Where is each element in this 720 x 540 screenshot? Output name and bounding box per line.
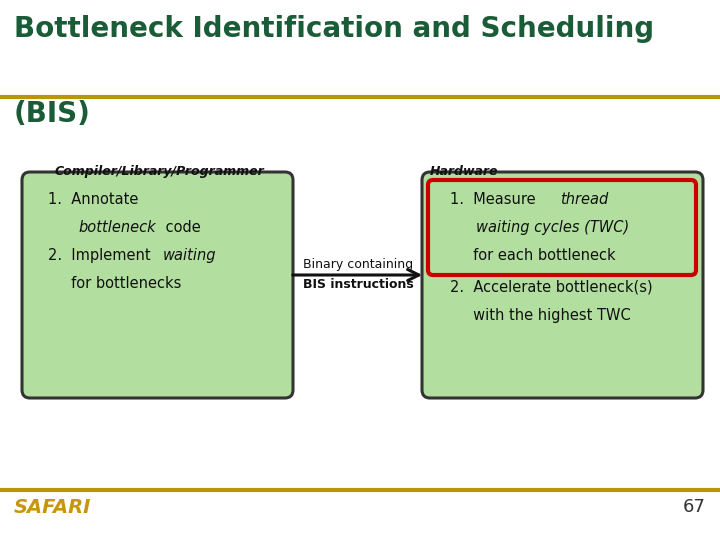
Text: 67: 67	[683, 498, 706, 516]
Text: 2.  Accelerate bottleneck(s): 2. Accelerate bottleneck(s)	[450, 280, 652, 295]
Text: waiting cycles (TWC): waiting cycles (TWC)	[476, 220, 629, 235]
Text: (BIS): (BIS)	[14, 100, 91, 128]
Text: Compiler/Library/Programmer: Compiler/Library/Programmer	[55, 165, 265, 178]
Text: with the highest TWC: with the highest TWC	[450, 308, 631, 323]
Text: for each bottleneck: for each bottleneck	[450, 248, 616, 263]
Text: Bottleneck Identification and Scheduling: Bottleneck Identification and Scheduling	[14, 15, 654, 43]
Text: Hardware: Hardware	[430, 165, 498, 178]
Text: 1.  Measure: 1. Measure	[450, 192, 540, 207]
FancyBboxPatch shape	[22, 172, 293, 398]
Text: bottleneck: bottleneck	[78, 220, 156, 235]
Text: for bottlenecks: for bottlenecks	[48, 276, 181, 291]
Text: BIS instructions: BIS instructions	[302, 278, 413, 291]
Text: waiting: waiting	[163, 248, 217, 263]
Text: code: code	[161, 220, 201, 235]
FancyBboxPatch shape	[422, 172, 703, 398]
Text: 2.  Implement: 2. Implement	[48, 248, 156, 263]
Text: thread: thread	[560, 192, 608, 207]
Text: SAFARI: SAFARI	[14, 498, 91, 517]
Text: 1.  Annotate: 1. Annotate	[48, 192, 138, 207]
Text: Binary containing: Binary containing	[303, 258, 413, 271]
